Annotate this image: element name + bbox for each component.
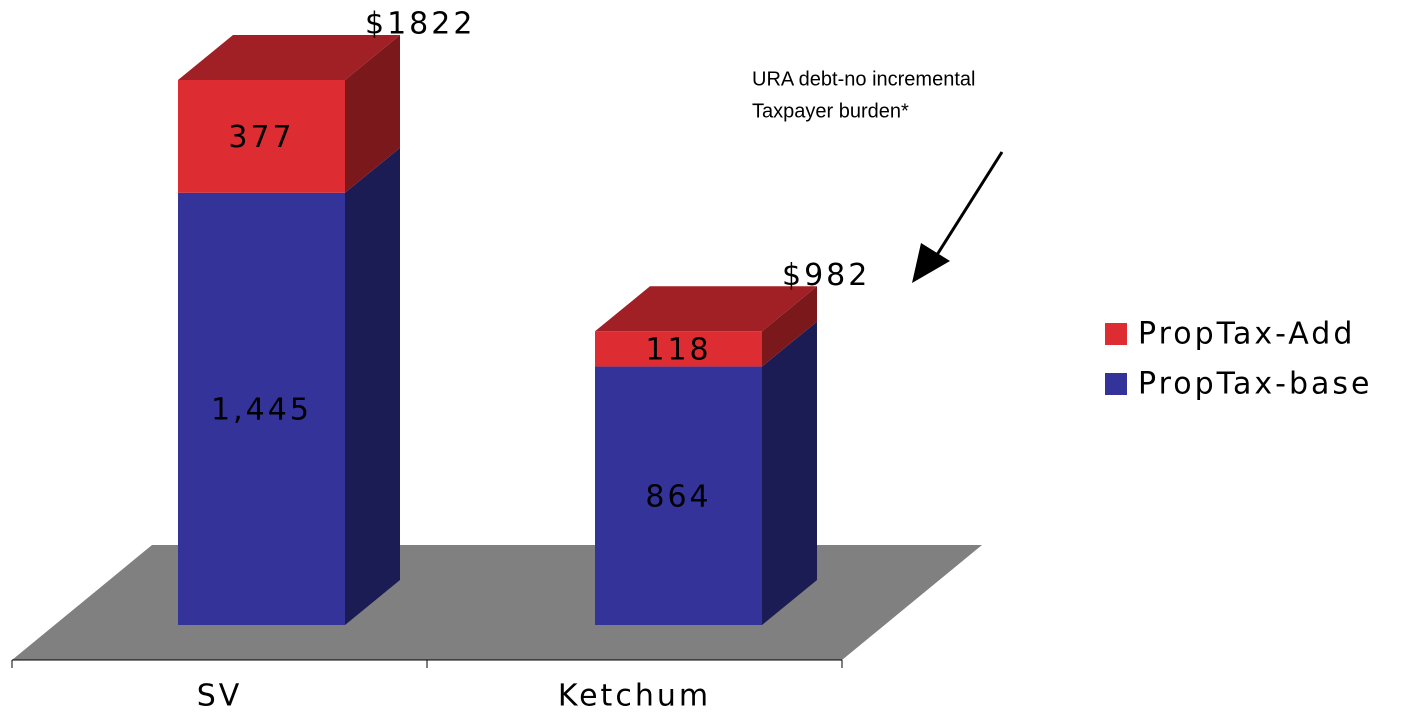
bar-side — [345, 35, 400, 193]
x-tick-label: Ketchum — [558, 679, 711, 714]
legend-label: PropTax-Add — [1138, 317, 1355, 352]
total-label: $982 — [782, 258, 870, 293]
legend-label: PropTax-base — [1138, 367, 1372, 402]
arrow — [933, 151, 1004, 259]
value-label: 864 — [645, 479, 711, 514]
bar — [595, 366, 762, 625]
bar — [178, 192, 345, 626]
value-label: 377 — [228, 120, 294, 155]
legend-swatch — [1105, 373, 1127, 395]
bar-top — [178, 35, 400, 80]
bar-side — [345, 147, 400, 626]
x-tick-label: SV — [197, 679, 243, 714]
annotation-line: Taxpayer burden* — [752, 100, 909, 122]
total-label: $1822 — [365, 7, 475, 42]
value-label: 118 — [645, 332, 711, 367]
legend-swatch — [1105, 323, 1127, 345]
bar — [178, 80, 345, 193]
value-label: 1,445 — [211, 392, 312, 427]
floor — [12, 545, 982, 660]
bar — [595, 331, 762, 367]
annotation-line: URA debt-no incremental — [752, 68, 975, 90]
bar-top — [595, 286, 817, 332]
bar-side — [762, 321, 817, 625]
arrow-head — [912, 243, 950, 283]
bar-side — [762, 286, 817, 367]
